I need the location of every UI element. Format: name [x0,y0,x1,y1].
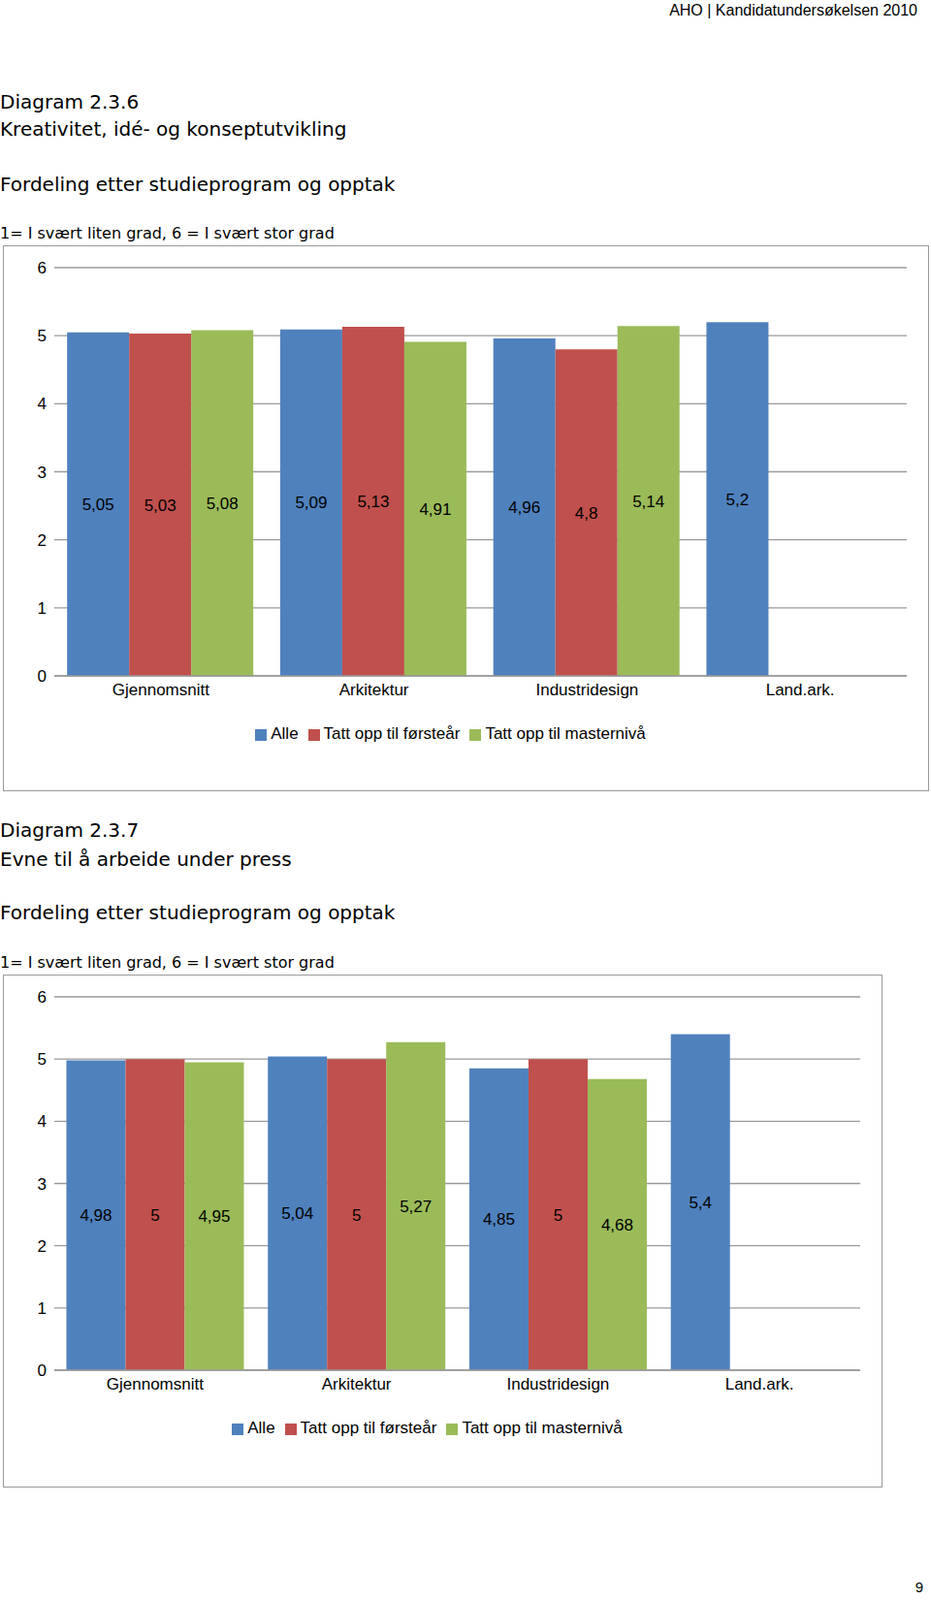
svg-text:5,2: 5,2 [726,490,750,510]
svg-text:4: 4 [37,394,47,414]
html-text:Tatt opp til førsteår: Tatt opp til førsteår [300,1418,437,1438]
svg-text:4,8: 4,8 [575,504,599,523]
svg-text:5,13: 5,13 [356,492,389,512]
svg-text:5: 5 [553,1206,563,1225]
svg-text:5,05: 5,05 [82,495,115,514]
svg-text:5,04: 5,04 [281,1204,314,1223]
html-text:Tatt opp til masternivå: Tatt opp til masternivå [462,1418,623,1438]
svg-text:4: 4 [37,1112,47,1131]
html-text:Alle: Alle [270,724,299,743]
svg-text:6: 6 [37,258,47,278]
html-text:Tatt opp til førsteår: Tatt opp til førsteår [323,724,461,743]
svg-text:5: 5 [37,1050,47,1069]
svg-text:5,03: 5,03 [144,496,177,515]
svg-text:Industridesign: Industridesign [535,680,639,700]
svg-text:0: 0 [37,1361,47,1381]
svg-text:2: 2 [37,531,47,550]
html-text:Fordeling etter studieprogram: Fordeling etter studieprogram og opptak [0,172,396,196]
html-text:Evne til å arbeide under press: Evne til å arbeide under press [0,847,292,871]
html-text:Tatt opp til masternivå: Tatt opp til masternivå [485,724,646,743]
svg-text:5: 5 [37,326,47,346]
html-text:1= I svært liten grad, 6 = I s: 1= I svært liten grad, 6 = I svært stor … [0,953,335,972]
html-text:1= I svært liten grad, 6 = I s: 1= I svært liten grad, 6 = I svært stor … [0,224,335,243]
html-text:Diagram 2.3.7: Diagram 2.3.7 [0,818,139,842]
svg-text:0: 0 [37,667,47,686]
svg-text:5,4: 5,4 [688,1193,712,1213]
svg-text:4,91: 4,91 [418,500,451,519]
svg-text:5,27: 5,27 [399,1197,432,1217]
svg-text:4,85: 4,85 [482,1210,515,1229]
svg-text:Land.ark.: Land.ark. [766,680,835,700]
html-text:9: 9 [915,1578,924,1596]
svg-text:5,14: 5,14 [632,492,665,512]
html-text:Diagram 2.3.6: Diagram 2.3.6 [0,90,139,114]
svg-text:4,68: 4,68 [601,1216,634,1235]
html-text:Alle: Alle [247,1418,276,1438]
svg-text:2: 2 [37,1237,47,1256]
svg-text:Industridesign: Industridesign [506,1375,610,1394]
svg-text:3: 3 [37,463,47,482]
svg-text:Land.ark.: Land.ark. [725,1375,795,1394]
svg-text:Gjennomsnitt: Gjennomsnitt [112,680,210,700]
svg-text:4,95: 4,95 [197,1207,230,1226]
svg-text:6: 6 [37,988,47,1007]
svg-text:4,98: 4,98 [79,1206,112,1225]
html-text:Fordeling etter studieprogram: Fordeling etter studieprogram og opptak [0,900,396,925]
svg-text:5: 5 [352,1206,361,1225]
html-text:Kreativitet, idé- og konseptut: Kreativitet, idé- og konseptutvikling [0,117,347,141]
svg-text:Arkitektur: Arkitektur [339,680,410,700]
svg-text:1: 1 [37,599,47,618]
svg-text:Gjennomsnitt: Gjennomsnitt [106,1375,204,1394]
svg-text:Arkitektur: Arkitektur [321,1375,392,1394]
svg-text:5: 5 [150,1206,160,1225]
svg-text:4,96: 4,96 [508,498,541,517]
svg-text:5,08: 5,08 [206,494,239,514]
svg-text:1: 1 [37,1299,47,1318]
svg-text:3: 3 [37,1175,47,1194]
html-text:AHO | Kandidatundersøkelsen 20: AHO | Kandidatundersøkelsen 2010 [669,1,918,19]
svg-text:5,09: 5,09 [294,493,327,513]
